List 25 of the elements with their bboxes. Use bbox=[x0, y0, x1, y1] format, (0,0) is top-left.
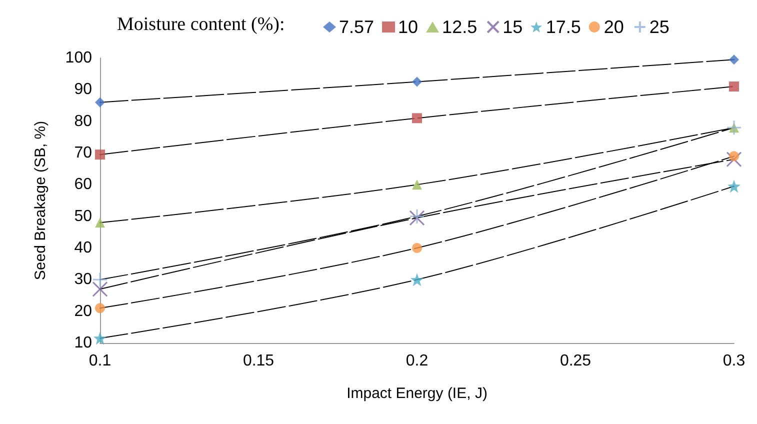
x-tick-label: 0.3 bbox=[722, 352, 746, 370]
y-tick-label: 60 bbox=[74, 176, 92, 194]
legend-label: 7.57 bbox=[339, 17, 374, 37]
legend-label: 12.5 bbox=[442, 17, 478, 37]
y-tick-label: 50 bbox=[74, 208, 92, 225]
x-tick-label: 0.2 bbox=[406, 352, 428, 370]
legend-label: 15 bbox=[502, 17, 523, 37]
y-tick-label: 70 bbox=[74, 144, 92, 162]
y-tick-label: 10 bbox=[74, 334, 92, 352]
legend-label: 20 bbox=[604, 17, 624, 37]
y-tick-label: 80 bbox=[74, 112, 92, 130]
legend-title: Moisture content (%): bbox=[117, 14, 285, 35]
y-tick-label: 40 bbox=[74, 240, 92, 256]
x-tick-label: 0.1 bbox=[88, 352, 112, 370]
y-tick-label: 20 bbox=[74, 302, 92, 320]
legend-label: 10 bbox=[398, 17, 418, 37]
y-tick-label: 100 bbox=[65, 50, 92, 66]
legend-label: 25 bbox=[649, 17, 670, 37]
legend-label: 17.5 bbox=[546, 17, 581, 37]
x-tick-label: 0.15 bbox=[242, 352, 274, 370]
x-axis-title: Impact Energy (IE, J) bbox=[346, 385, 488, 402]
x-tick-label: 0.25 bbox=[560, 352, 592, 370]
y-tick-label: 30 bbox=[74, 271, 92, 288]
y-tick-label: 90 bbox=[74, 81, 92, 98]
y-axis-title: Seed Breakage (SB, %) bbox=[32, 120, 49, 280]
